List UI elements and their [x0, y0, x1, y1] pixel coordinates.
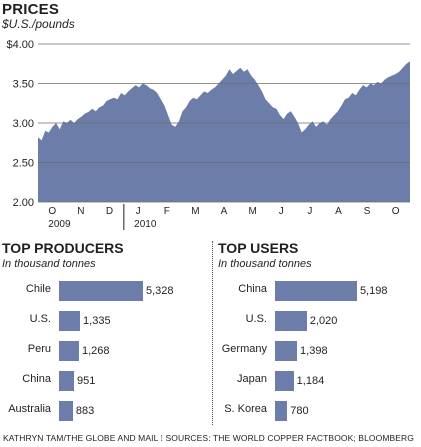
bar-category-label: Australia: [8, 403, 51, 415]
x-tick-label: J: [279, 206, 284, 217]
bar: [59, 311, 81, 331]
bar-value-label: 951: [76, 375, 96, 387]
x-tick-label: O: [392, 206, 400, 217]
bar-category-label: Germany: [221, 343, 267, 355]
bar-value-label: 883: [75, 405, 95, 417]
producers-bar-chart: Chile 5,328 U.S. 1,335 Peru 1,268 China 951 Aust…: [8, 281, 209, 431]
bar-value-label: 5,198: [359, 285, 388, 297]
x-tick-label: A: [221, 206, 228, 217]
bar-value-label: 1,268: [81, 345, 110, 357]
y-tick-label: 3.00: [13, 118, 34, 130]
bar: [275, 401, 288, 421]
x-tick-label: J: [136, 206, 141, 217]
bar-category-label: Peru: [27, 343, 51, 355]
y-tick-label: 2.50: [13, 158, 34, 170]
price-area-chart: $4.00 3.50 3.00 2.50 2.00 O N D J F M A M J J A S O 2009 20…: [6, 39, 410, 230]
bar: [275, 281, 357, 301]
source-credit: KATHRYN TAM/THE GLOBE AND MAIL ⁞ SOURCES…: [3, 433, 414, 443]
users-unit: In thousand tonnes: [218, 258, 312, 270]
y-tick-label: 3.50: [13, 79, 34, 91]
bar-category-label: U.S.: [245, 313, 267, 325]
bar: [275, 371, 294, 391]
bar: [59, 341, 79, 361]
bar-category-label: Japan: [237, 373, 267, 385]
bar: [275, 311, 307, 331]
bar-value-label: 5,328: [146, 285, 174, 297]
x-tick-label: A: [335, 206, 342, 217]
chart-unit-label: $U.S./pounds: [2, 17, 75, 31]
bar-value-label: 2,020: [309, 315, 338, 327]
bar-category-label: U.S.: [29, 313, 51, 325]
x-tick-label: M: [248, 206, 256, 217]
bar-category-label: S. Korea: [224, 403, 267, 415]
bar: [59, 401, 73, 421]
x-tick-label: M: [191, 206, 199, 217]
producers-unit: In thousand tonnes: [2, 258, 96, 270]
bar-category-label: China: [22, 373, 51, 385]
bar: [59, 281, 143, 301]
x-tick-label: S: [364, 206, 371, 217]
x-tick-label: F: [164, 206, 170, 217]
bar-value-label: 1,398: [300, 345, 328, 357]
chart-title: PRICES: [2, 1, 60, 18]
bar: [275, 341, 298, 361]
users-title: TOP USERS: [218, 240, 299, 256]
year-label: 2010: [134, 219, 157, 230]
x-tick-label: N: [77, 206, 84, 217]
bar: [59, 371, 74, 391]
price-area: [38, 61, 410, 203]
section-divider: [212, 241, 214, 425]
bar-value-label: 1,184: [296, 375, 325, 387]
users-bar-chart: China 5,198 U.S. 2,020 Germany 1,398 Japan 1,18…: [222, 281, 415, 431]
year-label: 2009: [48, 219, 71, 230]
producers-title: TOP PRODUCERS: [2, 240, 124, 256]
bar-value-label: 780: [290, 405, 309, 417]
y-tick-label: $4.00: [6, 39, 34, 51]
x-tick-label: O: [48, 206, 56, 217]
bar-value-label: 1,335: [83, 315, 111, 327]
x-tick-label: D: [106, 206, 113, 217]
y-tick-label: 2.00: [13, 197, 34, 209]
bar-category-label: China: [238, 283, 267, 295]
x-tick-label: J: [307, 206, 312, 217]
bar-category-label: Chile: [25, 283, 51, 295]
